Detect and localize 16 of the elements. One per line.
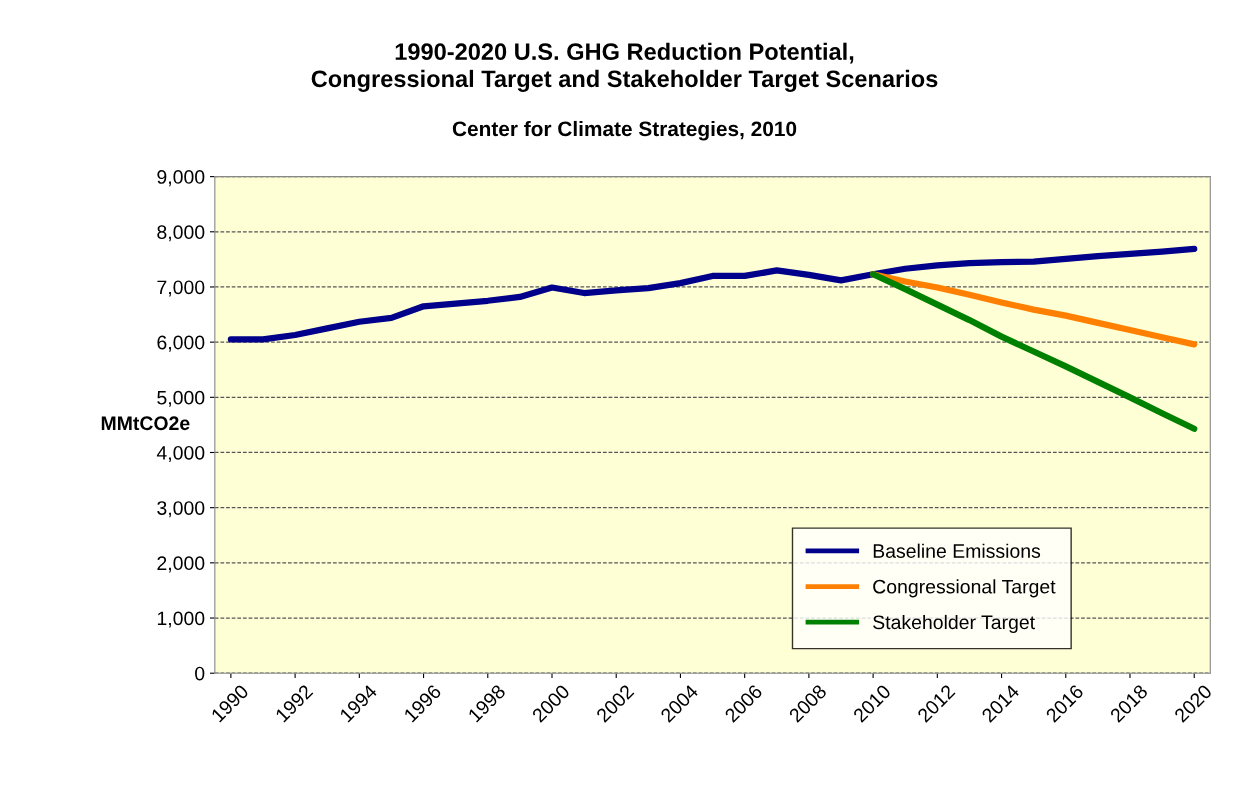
y-tick-label: 8,000 xyxy=(157,225,205,242)
legend-label: Baseline Emissions xyxy=(873,543,1041,558)
y-tick-label: 6,000 xyxy=(157,335,205,352)
y-tick-label: 4,000 xyxy=(156,445,205,463)
chart-subtitle: Center for Climate Strategies, 2010 xyxy=(452,120,797,141)
y-axis-title: MMtCO2e xyxy=(101,416,190,431)
y-tick-label: 0 xyxy=(195,666,205,681)
y-tick-label: 3,000 xyxy=(157,501,205,518)
chart-title: 1990-2020 U.S. GHG Reduction Potential, Congressional Target and Stakeholder Target Scenarios xyxy=(311,42,938,92)
legend-label: Congressional Target xyxy=(873,579,1056,598)
y-tick-label: 7,000 xyxy=(157,280,205,297)
legend-label: Stakeholder Target xyxy=(873,614,1035,634)
y-tick-label: 9,000 xyxy=(157,170,205,187)
y-tick-label: 5,000 xyxy=(157,390,205,407)
y-tick-label: 1,000 xyxy=(157,611,205,628)
y-tick-label: 2,000 xyxy=(157,556,205,573)
